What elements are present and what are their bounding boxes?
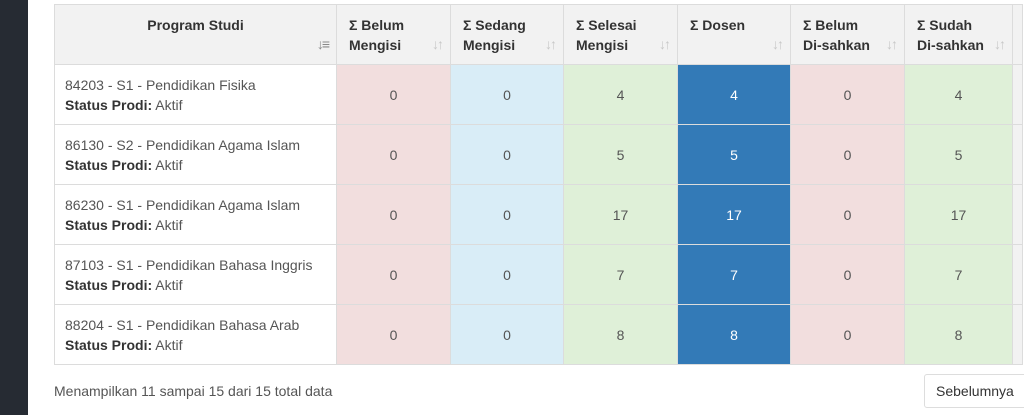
belum-mengisi-cell: 0 [336, 64, 451, 125]
sort-arrows-icon[interactable]: ↓↑ [886, 36, 898, 52]
status-value: Aktif [155, 336, 183, 353]
status-value: Aktif [155, 156, 183, 173]
dosen-cell: 5 [677, 124, 791, 185]
program-name: 86130 - S2 - Pendidikan Agama Islam [65, 136, 301, 153]
status-line: Status Prodi: Aktif [65, 335, 326, 355]
program-name: 84203 - S1 - Pendidikan Fisika [65, 76, 256, 93]
cutoff-cell [1012, 304, 1023, 365]
sort-arrows-icon[interactable]: ↓↑ [659, 36, 671, 52]
program-cell: 84203 - S1 - Pendidikan Fisika Status Pr… [54, 64, 337, 125]
header-belum-mengisi[interactable]: Σ Belum Mengisi ↓↑ [336, 4, 451, 65]
table-row: 86130 - S2 - Pendidikan Agama Islam Stat… [54, 124, 1023, 185]
status-label: Status Prodi: [65, 96, 153, 113]
sort-arrows-icon[interactable]: ↓↑ [994, 36, 1006, 52]
main-content: Program Studi ↓≡ Σ Belum Mengisi ↓↑ Σ Se… [28, 0, 1024, 415]
status-value: Aktif [155, 276, 183, 293]
belum-disahkan-cell: 0 [790, 244, 905, 305]
program-cell: 87103 - S1 - Pendidikan Bahasa Inggris S… [54, 244, 337, 305]
header-label: Mengisi [576, 37, 629, 53]
status-label: Status Prodi: [65, 276, 153, 293]
rekap-table: Program Studi ↓≡ Σ Belum Mengisi ↓↑ Σ Se… [54, 4, 1023, 365]
header-label: Program Studi [147, 17, 244, 33]
header-label: Di-sahkan [803, 37, 870, 53]
header-label: Di-sahkan [917, 37, 984, 53]
belum-disahkan-cell: 0 [790, 64, 905, 125]
selesai-mengisi-cell: 5 [563, 124, 678, 185]
sudah-disahkan-cell: 17 [904, 184, 1013, 245]
status-label: Status Prodi: [65, 336, 153, 353]
header-label: Σ Selesai [576, 17, 637, 33]
header-dosen[interactable]: Σ Dosen ↓↑ [677, 4, 791, 65]
header-label: Σ Sedang [463, 17, 526, 33]
header-label: Σ Belum [803, 17, 859, 33]
sort-arrows-icon[interactable]: ↓↑ [772, 36, 784, 52]
selesai-mengisi-cell: 17 [563, 184, 678, 245]
sudah-disahkan-cell: 8 [904, 304, 1013, 365]
table-row: 88204 - S1 - Pendidikan Bahasa Arab Stat… [54, 304, 1023, 365]
sedang-mengisi-cell: 0 [450, 304, 564, 365]
dosen-cell: 7 [677, 244, 791, 305]
table-row: 86230 - S1 - Pendidikan Agama Islam Stat… [54, 184, 1023, 245]
sidebar-edge [0, 0, 28, 415]
belum-disahkan-cell: 0 [790, 304, 905, 365]
header-program-studi[interactable]: Program Studi ↓≡ [54, 4, 337, 65]
status-line: Status Prodi: Aktif [65, 215, 326, 235]
selesai-mengisi-cell: 4 [563, 64, 678, 125]
header-selesai-mengisi[interactable]: Σ Selesai Mengisi ↓↑ [563, 4, 678, 65]
sedang-mengisi-cell: 0 [450, 184, 564, 245]
status-line: Status Prodi: Aktif [65, 95, 326, 115]
header-sedang-mengisi[interactable]: Σ Sedang Mengisi ↓↑ [450, 4, 564, 65]
selesai-mengisi-cell: 8 [563, 304, 678, 365]
belum-mengisi-cell: 0 [336, 184, 451, 245]
sedang-mengisi-cell: 0 [450, 244, 564, 305]
previous-page-button[interactable]: Sebelumnya [924, 374, 1024, 408]
sudah-disahkan-cell: 5 [904, 124, 1013, 185]
belum-mengisi-cell: 0 [336, 244, 451, 305]
status-label: Status Prodi: [65, 216, 153, 233]
sort-arrows-icon[interactable]: ↓↑ [432, 36, 444, 52]
belum-disahkan-cell: 0 [790, 124, 905, 185]
sedang-mengisi-cell: 0 [450, 64, 564, 125]
sedang-mengisi-cell: 0 [450, 124, 564, 185]
cutoff-cell [1012, 124, 1023, 185]
status-line: Status Prodi: Aktif [65, 155, 326, 175]
cutoff-cell [1012, 64, 1023, 125]
cutoff-cell [1012, 244, 1023, 305]
program-cell: 86230 - S1 - Pendidikan Agama Islam Stat… [54, 184, 337, 245]
dosen-cell: 8 [677, 304, 791, 365]
cutoff-cell [1012, 184, 1023, 245]
header-label: Σ Belum [349, 17, 405, 33]
status-line: Status Prodi: Aktif [65, 275, 326, 295]
dosen-cell: 4 [677, 64, 791, 125]
program-name: 86230 - S1 - Pendidikan Agama Islam [65, 196, 301, 213]
header-cutoff-column [1012, 4, 1023, 65]
header-label: Σ Sudah [917, 17, 973, 33]
program-cell: 86130 - S2 - Pendidikan Agama Islam Stat… [54, 124, 337, 185]
status-value: Aktif [155, 96, 183, 113]
program-name: 88204 - S1 - Pendidikan Bahasa Arab [65, 316, 300, 333]
program-cell: 88204 - S1 - Pendidikan Bahasa Arab Stat… [54, 304, 337, 365]
belum-mengisi-cell: 0 [336, 304, 451, 365]
header-label: Mengisi [349, 37, 402, 53]
status-label: Status Prodi: [65, 156, 153, 173]
sudah-disahkan-cell: 7 [904, 244, 1013, 305]
sort-amount-down-icon[interactable]: ↓≡ [316, 36, 330, 52]
table-header-row: Program Studi ↓≡ Σ Belum Mengisi ↓↑ Σ Se… [54, 4, 1023, 65]
belum-mengisi-cell: 0 [336, 124, 451, 185]
sort-arrows-icon[interactable]: ↓↑ [545, 36, 557, 52]
header-label: Σ Dosen [690, 17, 746, 33]
status-value: Aktif [155, 216, 183, 233]
table-row: 84203 - S1 - Pendidikan Fisika Status Pr… [54, 64, 1023, 125]
header-sudah-disahkan[interactable]: Σ Sudah Di-sahkan ↓↑ [904, 4, 1013, 65]
sudah-disahkan-cell: 4 [904, 64, 1013, 125]
program-name: 87103 - S1 - Pendidikan Bahasa Inggris [65, 256, 313, 273]
belum-disahkan-cell: 0 [790, 184, 905, 245]
header-label: Mengisi [463, 37, 516, 53]
pagination-info: Menampilkan 11 sampai 15 dari 15 total d… [54, 383, 333, 399]
header-belum-disahkan[interactable]: Σ Belum Di-sahkan ↓↑ [790, 4, 905, 65]
table-row: 87103 - S1 - Pendidikan Bahasa Inggris S… [54, 244, 1023, 305]
selesai-mengisi-cell: 7 [563, 244, 678, 305]
dosen-cell: 17 [677, 184, 791, 245]
